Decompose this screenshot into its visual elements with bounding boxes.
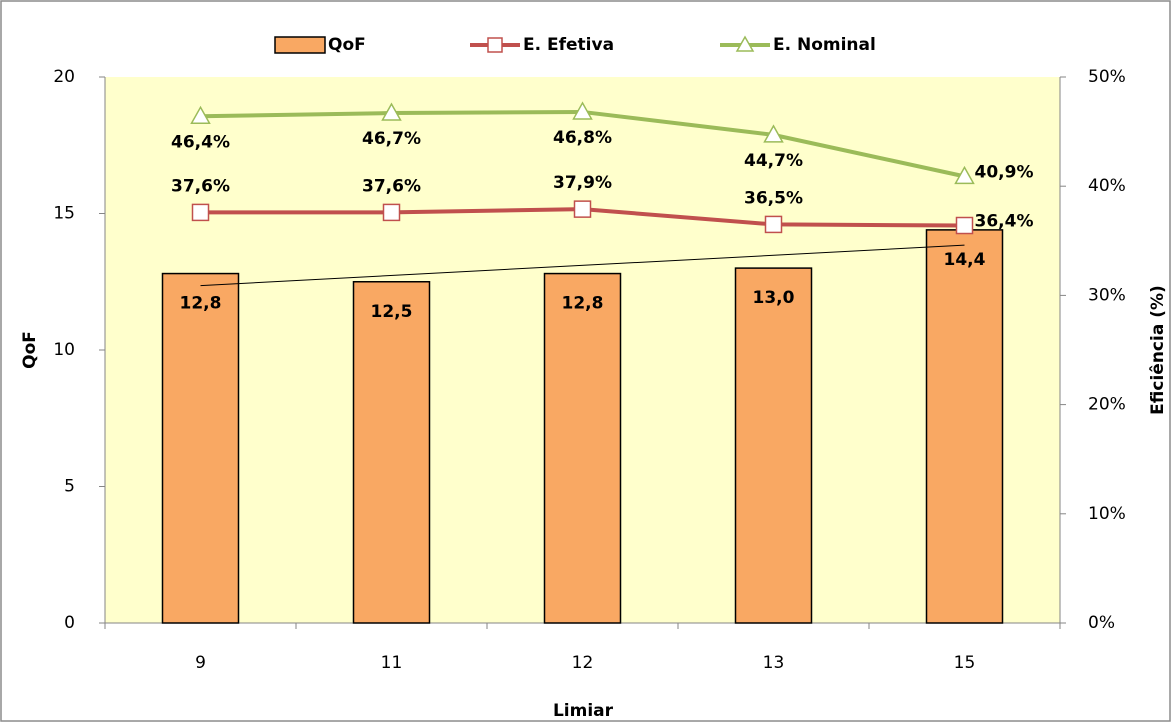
bar (352, 281, 431, 624)
y-tick-label: 0 (64, 613, 75, 633)
y2-tick-label: 0% (1088, 613, 1115, 633)
y-axis-title: QoF (20, 331, 40, 369)
data-label: 37,6% (171, 176, 230, 196)
y-tick-label: 10 (53, 340, 75, 360)
y-tick-label: 5 (64, 477, 75, 497)
legend-label: E. Nominal (773, 35, 876, 55)
data-label: 14,4 (944, 250, 986, 270)
y2-tick-label: 40% (1088, 176, 1126, 196)
data-label: 46,4% (171, 132, 230, 152)
data-label: 46,7% (362, 129, 421, 149)
marker (190, 105, 211, 125)
y2-axis-title: Eficiência (%) (1148, 285, 1168, 415)
x-tick-label: 15 (954, 653, 976, 673)
marker (954, 165, 975, 185)
legend-swatch (274, 36, 326, 54)
x-axis-title: Limiar (553, 701, 614, 721)
x-tick-label: 11 (381, 653, 403, 673)
bar (161, 272, 240, 624)
data-label: 40,9% (975, 162, 1034, 182)
marker (955, 216, 974, 235)
data-label: 12,8 (180, 294, 222, 314)
data-label: 12,5 (371, 302, 413, 322)
y-tick-label: 15 (53, 204, 75, 224)
trendline (200, 244, 965, 287)
marker (764, 215, 783, 234)
data-label: 13,0 (753, 288, 795, 308)
marker (191, 203, 210, 222)
bar (543, 272, 622, 624)
data-label: 36,5% (744, 188, 803, 208)
marker (381, 102, 402, 121)
data-label: 12,8 (562, 294, 604, 314)
y2-tick-label: 10% (1088, 504, 1126, 524)
data-label: 37,6% (362, 176, 421, 196)
marker (763, 124, 784, 143)
marker (572, 101, 593, 120)
marker (382, 203, 401, 222)
y2-tick-label: 30% (1088, 285, 1126, 305)
legend-marker (487, 37, 503, 53)
y2-tick-label: 50% (1088, 67, 1126, 87)
legend-label: QoF (328, 35, 366, 55)
x-tick-label: 13 (763, 653, 785, 673)
x-tick-label: 12 (572, 653, 594, 673)
x-tick-label: 9 (195, 653, 206, 673)
bar (734, 267, 813, 624)
marker (573, 200, 592, 218)
data-label: 44,7% (744, 151, 803, 171)
data-label: 36,4% (975, 212, 1034, 232)
legend-label: E. Efetiva (523, 35, 614, 55)
y-tick-label: 20 (53, 67, 75, 87)
y2-tick-label: 20% (1088, 395, 1126, 415)
data-label: 37,9% (553, 173, 612, 193)
data-label: 46,8% (553, 128, 612, 148)
bar (925, 229, 1004, 624)
legend-marker (735, 35, 755, 52)
